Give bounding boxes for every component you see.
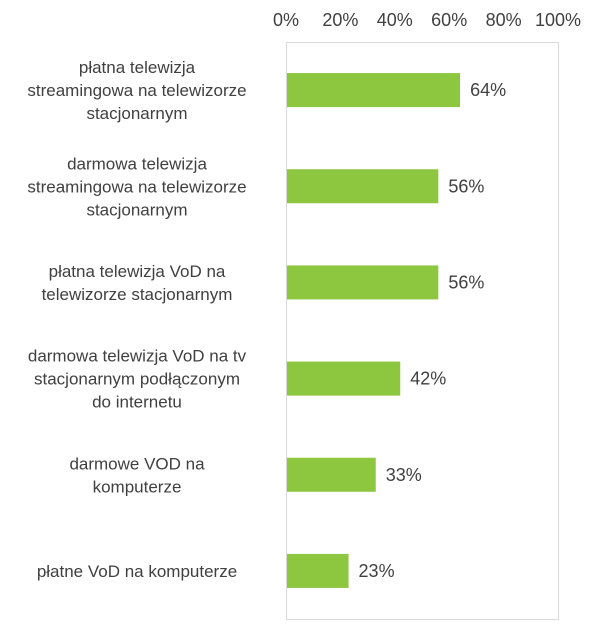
bar [287, 553, 349, 588]
x-tick-label: 40% [377, 10, 413, 30]
x-tick-label: 20% [322, 10, 358, 30]
category-labels: płatna telewizja streamingowa na telewizo… [27, 58, 246, 581]
category-label: płatne VoD na komputerze [37, 562, 237, 581]
bar [287, 73, 461, 108]
value-label: 56% [448, 272, 484, 292]
bar [287, 169, 439, 204]
value-labels: 64% 56% 56% 42% 33% 23% [359, 80, 507, 581]
plot-area-frame [286, 42, 559, 620]
x-tick-label: 60% [431, 10, 467, 30]
value-label: 56% [448, 176, 484, 196]
x-tick-label: 0% [273, 10, 299, 30]
category-label: płatna telewizja streamingowa na telewizo… [27, 58, 246, 123]
category-label: darmowa telewizja VoD na tv stacjonarnym … [28, 347, 247, 412]
value-label: 23% [359, 561, 395, 581]
category-label: płatna telewizja VoD na telewizorze stacj… [42, 262, 233, 304]
bars [287, 73, 461, 588]
value-label: 33% [386, 465, 422, 485]
category-label: darmowe VOD na komputerze [69, 454, 205, 496]
value-label: 64% [470, 80, 506, 100]
value-label: 42% [410, 369, 446, 389]
category-label: darmowa telewizja streamingowa na telewiz… [27, 154, 246, 219]
bar [287, 361, 401, 396]
x-tick-label: 80% [486, 10, 522, 30]
x-axis-ticks: 0% 20% 40% 60% 80% 100% [273, 10, 581, 30]
bar [287, 265, 439, 300]
x-tick-label: 100% [535, 10, 581, 30]
bar [287, 457, 376, 492]
